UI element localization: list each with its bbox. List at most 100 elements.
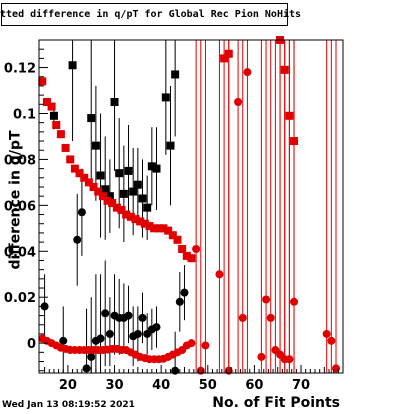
data-point-square bbox=[61, 143, 70, 152]
data-point-square bbox=[117, 205, 126, 214]
data-point-square bbox=[70, 164, 79, 173]
data-point-square bbox=[101, 185, 110, 194]
x-tick-label: 70 bbox=[292, 378, 310, 393]
y-tick-label: 0.1 bbox=[13, 107, 36, 122]
data-point-circle bbox=[262, 295, 271, 304]
data-point-circle bbox=[96, 334, 105, 343]
x-tick-label: 60 bbox=[245, 378, 263, 393]
data-point-square bbox=[152, 164, 161, 173]
data-point-square bbox=[49, 111, 58, 120]
data-point-square bbox=[280, 65, 289, 74]
data-point-square bbox=[220, 54, 229, 63]
data-point-circle bbox=[82, 364, 91, 373]
axes-layer: 20 30 40 50 60 70 0 0.02 0.04 0.06 0.08 0.1 0.12 bbox=[4, 39, 344, 393]
data-point-circle bbox=[175, 297, 184, 306]
data-point-square bbox=[154, 224, 163, 233]
date-stamp: Wed Jan 13 08:19:52 2021 bbox=[2, 400, 135, 410]
data-point-square bbox=[68, 61, 77, 70]
data-point-circle bbox=[257, 352, 266, 361]
data-point-square bbox=[80, 173, 89, 182]
data-point-circle bbox=[192, 244, 201, 253]
data-point-circle bbox=[152, 323, 161, 332]
data-point-square bbox=[290, 137, 299, 146]
data-point-square bbox=[105, 192, 114, 201]
data-point-square bbox=[164, 226, 173, 235]
data-point-square bbox=[38, 77, 47, 86]
data-point-circle bbox=[201, 341, 210, 350]
data-point-square bbox=[166, 141, 175, 150]
data-point-square bbox=[224, 49, 233, 58]
data-point-square bbox=[159, 224, 168, 233]
data-point-square bbox=[94, 187, 103, 196]
data-point-circle bbox=[234, 98, 243, 107]
data-point-square bbox=[147, 162, 156, 171]
data-point-circle bbox=[327, 336, 336, 345]
data-point-square bbox=[110, 98, 119, 107]
y-tick-label: 0 bbox=[27, 337, 36, 352]
data-point-square bbox=[89, 182, 98, 191]
data-point-square bbox=[168, 231, 177, 240]
data-point-square bbox=[136, 217, 145, 226]
data-point-square bbox=[126, 212, 135, 221]
data-point-circle bbox=[285, 355, 294, 364]
data-point-square bbox=[145, 222, 154, 231]
data-point-square bbox=[115, 169, 124, 178]
chart-title-text: Fitted difference in q/pT for Global Rec… bbox=[0, 9, 302, 20]
data-point-circle bbox=[59, 336, 68, 345]
x-tick-label: 50 bbox=[199, 378, 217, 393]
data-point-square bbox=[98, 192, 107, 201]
data-point-circle bbox=[290, 297, 299, 306]
x-tick-label: 40 bbox=[152, 378, 170, 393]
data-point-square bbox=[171, 70, 180, 79]
y-axis-title-text: difference in q/pT bbox=[8, 130, 25, 270]
data-point-square bbox=[56, 130, 65, 139]
x-tick-label: 30 bbox=[105, 378, 123, 393]
data-point-square bbox=[122, 210, 131, 219]
data-point-circle bbox=[180, 288, 189, 297]
data-point-circle bbox=[138, 313, 147, 322]
data-point-square bbox=[42, 98, 51, 107]
data-point-square bbox=[161, 93, 170, 102]
y-tick-label: 0.08 bbox=[4, 153, 36, 168]
data-point-square bbox=[108, 199, 117, 208]
data-point-square bbox=[87, 114, 96, 123]
data-point-square bbox=[173, 235, 182, 244]
data-point-square bbox=[112, 203, 121, 212]
data-point-square bbox=[91, 141, 100, 150]
error-bars-layer bbox=[44, 40, 337, 373]
data-point-square bbox=[143, 203, 152, 212]
data-point-circle bbox=[133, 329, 142, 338]
data-point-square bbox=[52, 120, 61, 129]
y-axis-title: difference in q/pT bbox=[0, 110, 32, 290]
data-point-circle bbox=[243, 68, 252, 77]
data-point-square bbox=[119, 189, 128, 198]
data-point-circle bbox=[77, 208, 86, 217]
data-point-circle bbox=[105, 329, 114, 338]
y-tick-label: 0.04 bbox=[4, 245, 36, 260]
data-point-circle bbox=[322, 329, 331, 338]
data-point-circle bbox=[101, 309, 110, 318]
y-tick-label: 0.12 bbox=[4, 62, 36, 77]
data-point-square bbox=[150, 224, 159, 233]
data-point-square bbox=[182, 251, 191, 260]
plot-frame bbox=[38, 39, 344, 374]
data-point-circle bbox=[73, 235, 82, 244]
x-axis-title: No. of Fit Points bbox=[212, 395, 340, 411]
data-point-square bbox=[124, 166, 133, 175]
data-point-circle bbox=[238, 313, 247, 322]
data-point-square bbox=[285, 111, 294, 120]
data-point-circle bbox=[215, 270, 224, 279]
data-point-circle bbox=[266, 313, 275, 322]
chart-title: Fitted difference in q/pT for Global Rec… bbox=[0, 3, 301, 26]
data-point-square bbox=[75, 169, 84, 178]
data-point-square bbox=[84, 178, 93, 187]
data-point-circle bbox=[40, 302, 49, 311]
data-point-circle bbox=[187, 339, 196, 348]
data-point-square bbox=[187, 254, 196, 263]
y-tick-label: 0.06 bbox=[4, 199, 36, 214]
data-point-square bbox=[96, 171, 105, 180]
data-point-square bbox=[129, 187, 138, 196]
data-point-square bbox=[66, 155, 75, 164]
data-point-circle bbox=[87, 352, 96, 361]
